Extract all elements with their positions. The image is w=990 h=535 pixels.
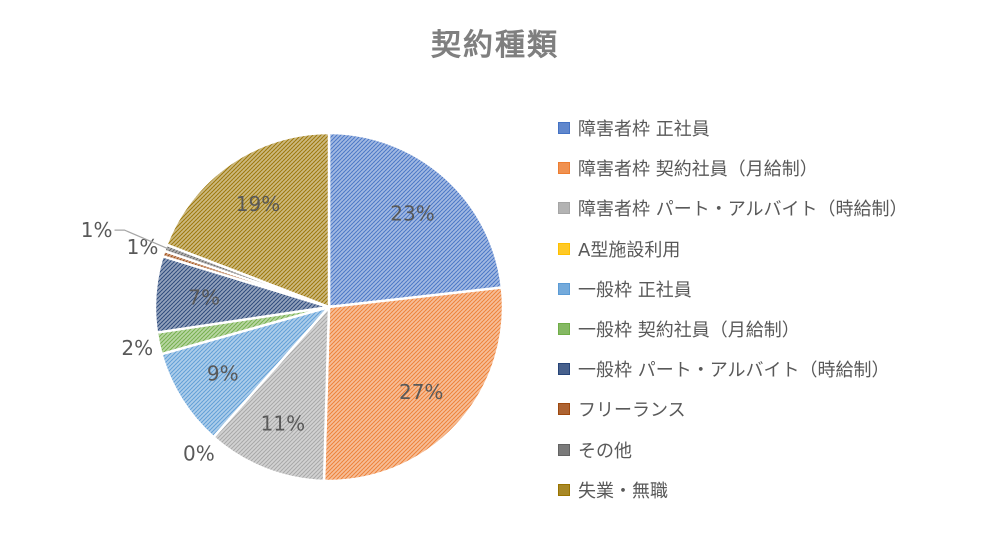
pie-slice: [159, 304, 333, 439]
data-label: 1%: [81, 218, 113, 242]
legend-item: その他: [558, 430, 908, 470]
data-label: 19%: [236, 192, 280, 216]
data-label: 23%: [390, 202, 434, 226]
legend-item: 一般枠 契約社員（月給制）: [558, 309, 908, 349]
legend-swatch: [558, 162, 570, 175]
legend-item: 障害者枠 契約社員（月給制）: [558, 148, 908, 188]
legend-swatch: [558, 483, 570, 496]
pie-slice: [327, 131, 504, 309]
legend-swatch: [558, 282, 570, 295]
legend-label: A型施設利用: [578, 239, 681, 261]
legend-label: 一般枠 契約社員（月給制）: [578, 320, 800, 342]
pie-slice: [322, 286, 505, 483]
legend-swatch: [558, 323, 570, 336]
legend-item: 一般枠 正社員: [558, 269, 908, 309]
legend-swatch: [558, 122, 570, 135]
legend-swatch: [558, 363, 570, 376]
data-label: 11%: [261, 412, 305, 436]
leader-line: [114, 229, 170, 250]
legend-swatch: [558, 242, 570, 255]
legend-swatch: [558, 202, 570, 215]
legend-label: その他: [578, 440, 632, 462]
legend-item: A型施設利用: [558, 229, 908, 269]
data-label: 2%: [121, 336, 153, 360]
pie-slice: [211, 303, 331, 483]
legend-label: 一般枠 正社員: [578, 279, 692, 301]
legend-item: 失業・無職: [558, 470, 908, 510]
legend-item: 障害者枠 パート・アルバイト（時給制）: [558, 188, 908, 228]
legend-label: 障害者枠 正社員: [578, 119, 710, 141]
data-label: 0%: [183, 442, 215, 466]
legend-label: 失業・無職: [578, 480, 668, 502]
legend-label: 障害者枠 契約社員（月給制）: [578, 159, 818, 181]
legend: 障害者枠 正社員障害者枠 契約社員（月給制） 障害者枠 パート・アルバイト（時給制…: [558, 108, 908, 510]
chart-title: 契約種類: [431, 28, 559, 63]
legend-swatch: [558, 443, 570, 456]
legend-label: 障害者枠 パート・アルバイト（時給制）: [578, 199, 908, 221]
legend-item: フリーランス: [558, 389, 908, 429]
data-label: 9%: [207, 362, 239, 386]
legend-swatch: [558, 403, 570, 416]
data-label: 27%: [399, 380, 443, 404]
legend-item: 障害者枠 正社員: [558, 108, 908, 148]
data-label: 7%: [188, 286, 220, 310]
legend-item: 一般枠 パート・アルバイト（時給制）: [558, 349, 908, 389]
legend-label: フリーランス: [578, 400, 686, 422]
legend-label: 一般枠 パート・アルバイト（時給制）: [578, 360, 890, 382]
pie-slice: [164, 131, 331, 309]
